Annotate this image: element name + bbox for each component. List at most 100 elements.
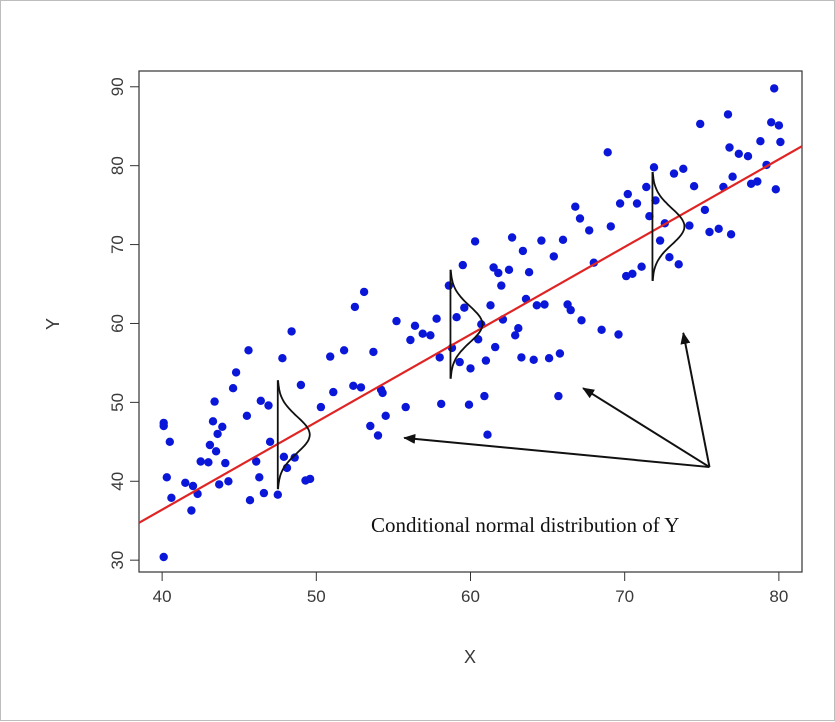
data-point xyxy=(685,221,694,230)
data-point xyxy=(494,268,503,278)
data-point xyxy=(669,169,679,178)
data-point xyxy=(615,199,625,208)
data-point xyxy=(603,148,612,157)
data-point xyxy=(774,121,784,130)
data-point xyxy=(725,143,734,152)
data-point xyxy=(410,321,420,330)
data-point xyxy=(244,346,253,355)
data-point xyxy=(623,189,632,199)
data-point xyxy=(642,182,651,192)
data-point xyxy=(432,314,441,323)
data-point xyxy=(188,481,198,491)
annotation-label: Conditional normal distribution of Y xyxy=(371,513,679,537)
data-point xyxy=(511,331,520,340)
data-point xyxy=(279,452,289,461)
data-point xyxy=(366,421,375,431)
data-point xyxy=(264,401,273,410)
data-point xyxy=(585,226,594,235)
data-point xyxy=(159,421,168,431)
data-point xyxy=(734,149,743,158)
x-tick-label: 70 xyxy=(615,587,634,606)
data-point xyxy=(514,324,523,333)
data-point xyxy=(452,313,461,322)
data-point xyxy=(628,269,637,278)
data-point xyxy=(726,230,736,239)
data-point xyxy=(165,437,174,446)
data-point xyxy=(571,202,580,211)
data-point xyxy=(224,477,233,486)
data-point xyxy=(524,268,534,277)
data-point xyxy=(287,327,296,336)
data-point xyxy=(208,417,218,426)
data-point xyxy=(555,349,565,358)
y-tick-label: 50 xyxy=(108,393,127,412)
data-point xyxy=(339,346,349,355)
normal-curve xyxy=(277,380,311,490)
data-point xyxy=(215,480,224,489)
data-point xyxy=(349,381,358,390)
data-point xyxy=(577,316,586,325)
data-point xyxy=(470,237,480,246)
data-point xyxy=(210,397,219,406)
scatter-points xyxy=(159,84,785,562)
annotation-arrow xyxy=(582,387,711,468)
data-point xyxy=(491,342,500,352)
x-tick-label: 40 xyxy=(153,587,172,606)
data-point xyxy=(689,182,699,191)
data-point xyxy=(418,329,427,338)
data-point xyxy=(776,137,785,147)
plot-area-border xyxy=(138,70,803,573)
data-point xyxy=(373,431,383,440)
data-point xyxy=(597,325,606,334)
data-point xyxy=(504,265,514,274)
data-point xyxy=(245,496,255,505)
data-point xyxy=(645,212,654,221)
data-point xyxy=(256,396,265,405)
y-tick-label: 40 xyxy=(108,472,127,491)
data-point xyxy=(665,253,674,262)
data-point xyxy=(753,177,762,186)
data-point xyxy=(392,316,401,326)
data-point xyxy=(356,383,366,392)
data-point xyxy=(458,260,467,270)
data-point xyxy=(529,355,538,364)
data-point xyxy=(326,352,335,361)
annotation-arrows xyxy=(403,331,711,469)
data-point xyxy=(705,227,714,237)
data-point xyxy=(329,387,338,397)
data-point xyxy=(614,330,623,339)
data-point xyxy=(196,457,205,466)
data-point xyxy=(455,357,464,367)
data-point xyxy=(426,331,435,340)
regression-line-group xyxy=(138,145,803,524)
data-point xyxy=(296,380,306,390)
data-point xyxy=(316,402,326,412)
data-point xyxy=(771,185,780,194)
data-point xyxy=(480,391,489,401)
data-point xyxy=(507,233,517,242)
data-point xyxy=(231,368,241,377)
annotation-arrow xyxy=(403,433,710,469)
data-point xyxy=(696,119,705,129)
data-point xyxy=(606,222,615,231)
data-point xyxy=(466,364,475,373)
data-point xyxy=(728,172,737,181)
data-point xyxy=(406,335,415,345)
normal-curve xyxy=(651,171,686,281)
x-tick-label: 50 xyxy=(307,587,326,606)
y-tick-label: 30 xyxy=(108,551,127,570)
data-point xyxy=(497,281,506,290)
y-axis: 30 40 50 60 70 80 90 xyxy=(108,77,139,570)
data-point xyxy=(532,301,541,310)
data-point xyxy=(242,411,252,420)
data-point xyxy=(378,388,387,398)
data-point xyxy=(205,440,215,450)
data-point xyxy=(350,302,360,312)
data-point xyxy=(674,260,683,269)
x-axis: 40 50 60 70 80 xyxy=(153,572,788,606)
data-point xyxy=(159,552,168,562)
x-tick-label: 60 xyxy=(461,587,480,606)
data-point xyxy=(540,300,549,309)
data-point xyxy=(211,447,221,456)
